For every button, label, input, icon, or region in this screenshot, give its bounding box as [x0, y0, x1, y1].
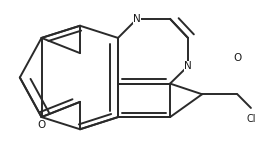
Text: O: O	[38, 120, 46, 131]
Text: O: O	[233, 53, 241, 63]
Text: Cl: Cl	[246, 114, 256, 124]
Text: N: N	[133, 14, 141, 24]
Text: N: N	[184, 61, 192, 71]
